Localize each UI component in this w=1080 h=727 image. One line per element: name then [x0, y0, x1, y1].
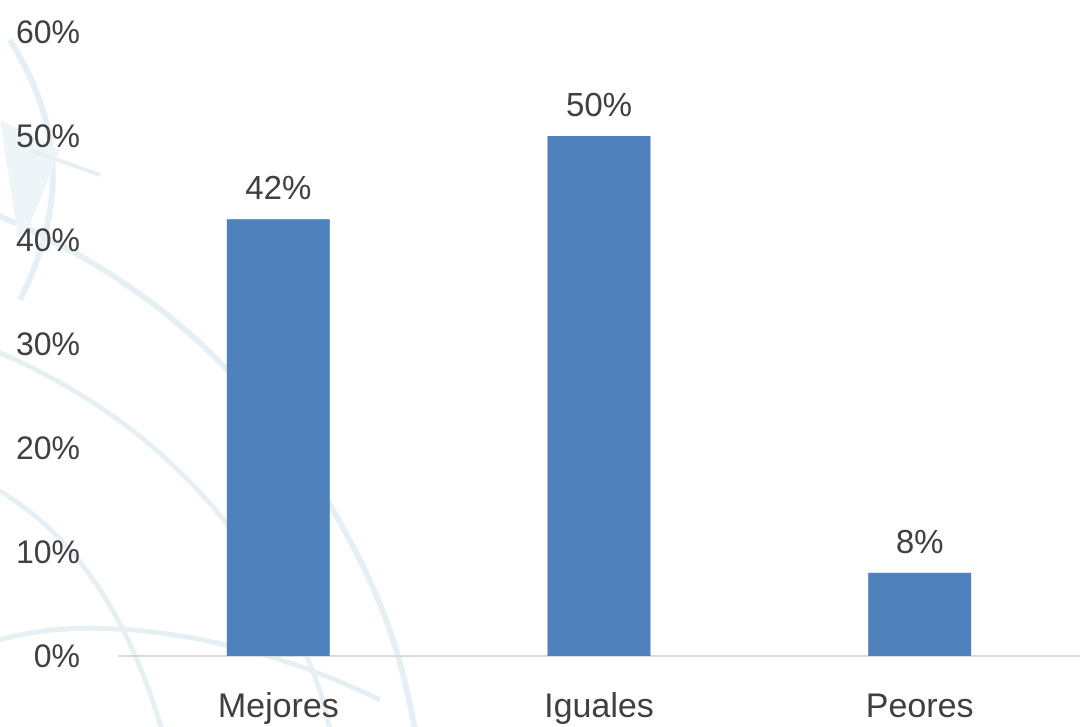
y-tick-label: 60%: [16, 14, 80, 50]
bars-group: [226, 136, 972, 656]
x-axis-tick-labels: Mejores Iguales Peores: [218, 687, 974, 725]
y-tick-label: 0%: [34, 638, 80, 674]
bar-peores: [868, 572, 972, 656]
bar-iguales: [547, 136, 651, 656]
data-label-iguales: 50%: [566, 86, 632, 123]
data-label-peores: 8%: [896, 523, 944, 560]
x-category-label: Iguales: [544, 687, 654, 725]
data-labels-group: 42% 50% 8%: [245, 86, 943, 560]
y-tick-label: 40%: [16, 222, 80, 258]
data-label-mejores: 42%: [245, 169, 311, 206]
x-category-label: Mejores: [218, 687, 339, 725]
y-tick-label: 20%: [16, 430, 80, 466]
y-axis-tick-labels: 0% 10% 20% 30% 40% 50% 60%: [16, 14, 80, 674]
y-tick-label: 30%: [16, 326, 80, 362]
bar-mejores: [226, 219, 330, 656]
x-category-label: Peores: [866, 687, 974, 725]
y-tick-label: 50%: [16, 118, 80, 154]
y-tick-label: 10%: [16, 534, 80, 570]
